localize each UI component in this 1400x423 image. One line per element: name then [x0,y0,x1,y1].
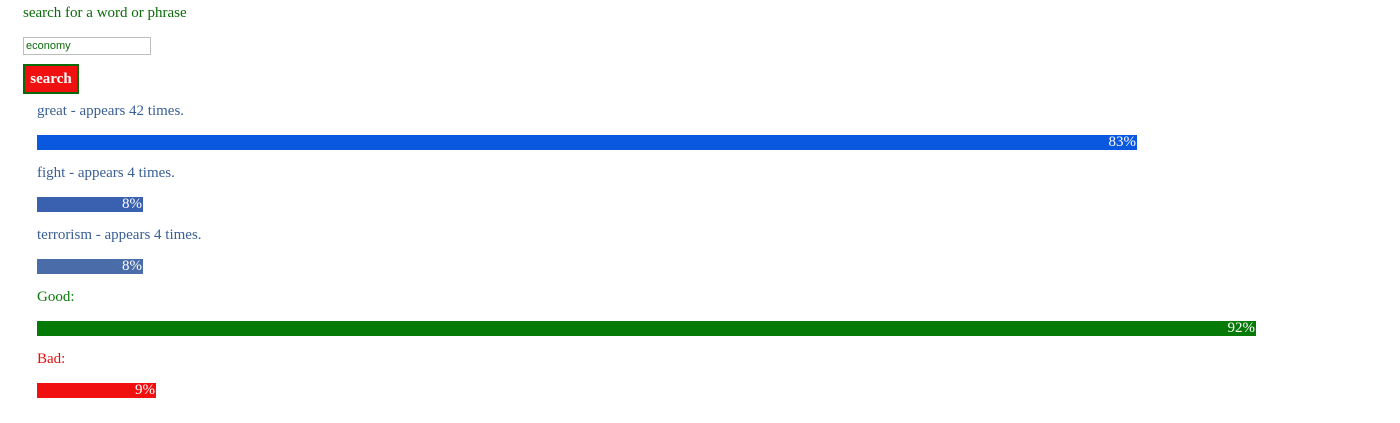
result-percent-terrorism: 8% [122,259,142,274]
result-label-fight: fight - appears 4 times. [37,165,175,181]
search-input[interactable] [23,37,151,55]
search-button[interactable]: search [23,64,79,94]
sentiment-bad-percent: 9% [135,383,155,398]
sentiment-good-bar: 92% [37,321,1256,336]
sentiment-good-label: Good: [37,289,75,305]
search-prompt: search for a word or phrase [23,5,187,21]
sentiment-bad-label: Bad: [37,351,66,367]
result-percent-fight: 8% [122,197,142,212]
result-bar-fight: 8% [37,197,143,212]
sentiment-bad-bar: 9% [37,383,156,398]
sentiment-good-percent: 92% [1227,321,1256,336]
result-label-great: great - appears 42 times. [37,103,185,119]
result-label-terrorism: terrorism - appears 4 times. [37,227,202,243]
result-percent-great: 83% [1108,135,1137,150]
result-bar-terrorism: 8% [37,259,143,274]
result-bar-great: 83% [37,135,1137,150]
